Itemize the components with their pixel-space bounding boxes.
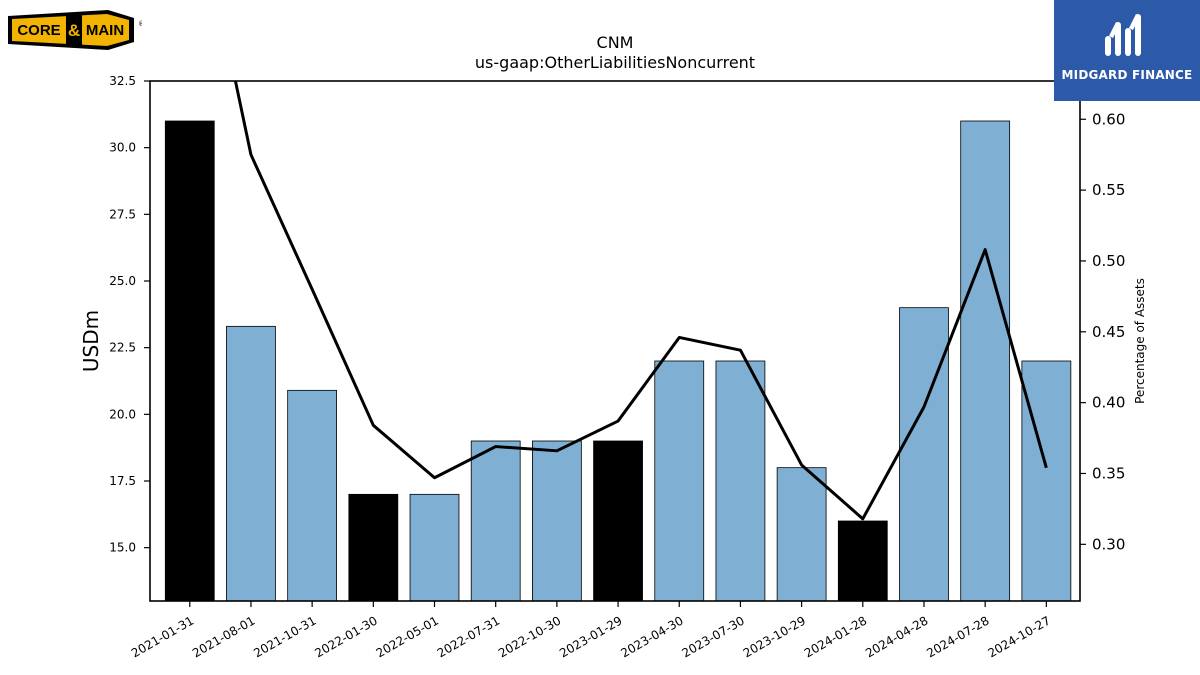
y-axis-right: 0.30 0.35 0.40 0.45 0.50 0.55 0.60	[1080, 110, 1125, 553]
bars-layer	[164, 120, 1072, 601]
x-axis: 2021-01-312021-08-012021-10-312022-01-30…	[129, 601, 1053, 660]
y-tick-label: 32.5	[109, 74, 136, 88]
x-tick-label: 2023-01-29	[557, 613, 624, 660]
x-tick-label: 2022-05-01	[374, 613, 441, 660]
x-tick-label: 2022-10-30	[496, 613, 563, 660]
y2-tick-label: 0.60	[1092, 110, 1125, 128]
y2-tick-label: 0.40	[1092, 394, 1125, 412]
bar-2024-01-28	[837, 520, 888, 601]
y-tick-label: 22.5	[109, 341, 136, 355]
y2-tick-label: 0.55	[1092, 181, 1125, 199]
x-tick-label: 2024-01-28	[802, 613, 869, 660]
y-tick-label: 17.5	[109, 474, 136, 488]
chart-subtitle: us-gaap:OtherLiabilitiesNoncurrent	[475, 53, 755, 72]
bar-2021-01-31	[164, 120, 215, 601]
logo-left-text-a: CORE	[17, 22, 60, 39]
x-tick-label: 2021-08-01	[190, 613, 257, 660]
bar-2023-01-29	[593, 440, 643, 601]
y-tick-label: 20.0	[109, 407, 136, 421]
y-axis-left: 15.0 17.5 20.0 22.5 25.0 27.5 30.0 32.5	[109, 74, 150, 555]
bar-2023-10-29	[776, 467, 827, 601]
x-tick-label: 2021-10-31	[251, 613, 318, 660]
logo-left-amp: &	[68, 21, 80, 40]
x-tick-label: 2022-01-30	[312, 613, 379, 660]
y-tick-label: 30.0	[109, 141, 136, 155]
bar-2021-10-31	[287, 389, 338, 601]
bar-2024-04-28	[899, 307, 949, 601]
bar-2022-10-30	[532, 440, 582, 601]
x-tick-label: 2024-07-28	[924, 613, 991, 660]
core-and-main-logo-mark: CORE & MAIN ®	[8, 10, 145, 50]
line-layer	[233, 81, 1048, 521]
y2-tick-label: 0.50	[1092, 252, 1125, 270]
y-axis-label: USDm	[79, 310, 103, 372]
y2-tick-label: 0.30	[1092, 535, 1125, 553]
bar-2023-04-30	[654, 360, 705, 601]
x-tick-label: 2023-07-30	[680, 613, 747, 660]
y-tick-label: 25.0	[109, 274, 136, 288]
bar-2021-08-01	[226, 325, 276, 601]
y-tick-label: 15.0	[109, 541, 136, 555]
y2-axis-label: Percentage of Assets	[1133, 278, 1147, 404]
midgard-finance-text: MIDGARD FINANCE	[1061, 68, 1193, 82]
y-tick-label: 27.5	[109, 207, 136, 221]
x-tick-label: 2024-04-28	[863, 613, 930, 660]
bar-2024-10-27	[1021, 360, 1072, 601]
bar-2023-07-30	[715, 360, 766, 601]
y2-tick-label: 0.35	[1092, 464, 1125, 482]
midgard-finance-logo-mark	[1105, 14, 1141, 56]
bar-2024-07-28	[960, 120, 1011, 601]
logo-left-reg: ®	[138, 20, 142, 28]
x-tick-label: 2021-01-31	[129, 613, 196, 660]
x-tick-label: 2023-04-30	[618, 613, 685, 660]
percentage-of-assets-line	[233, 81, 1048, 521]
x-tick-label: 2024-10-27	[985, 613, 1052, 660]
midgard-finance-logo: MIDGARD FINANCE	[1054, 0, 1200, 101]
bar-2022-05-01	[409, 493, 460, 601]
bar-2022-01-30	[348, 493, 399, 601]
chart-title: CNM	[597, 33, 634, 52]
plot-frame	[149, 80, 1081, 602]
x-tick-label: 2023-10-29	[741, 613, 808, 660]
x-tick-label: 2022-07-31	[435, 613, 502, 660]
y2-tick-label: 0.45	[1092, 323, 1125, 341]
logo-left-text-b: MAIN	[86, 22, 124, 39]
core-and-main-logo: CORE & MAIN ®	[8, 8, 145, 50]
bar-2022-07-31	[470, 440, 521, 601]
